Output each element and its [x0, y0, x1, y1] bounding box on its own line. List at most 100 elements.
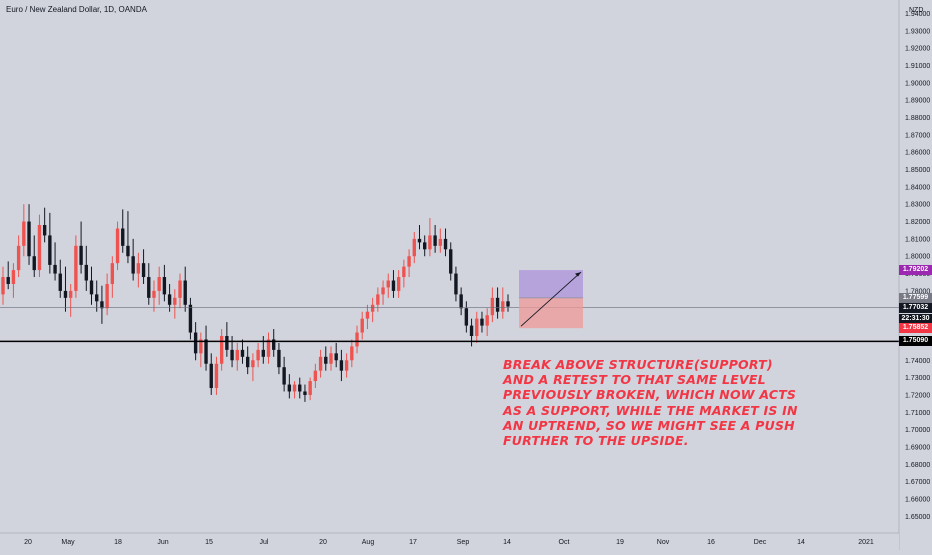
candle-body	[27, 221, 31, 257]
candle-body	[152, 290, 156, 298]
candle-body	[308, 381, 312, 395]
candle-body	[240, 349, 245, 357]
y-tick-label: 1.82000	[905, 219, 930, 226]
candle-body	[126, 245, 130, 257]
candle-body	[42, 225, 47, 236]
candle-body	[256, 349, 260, 361]
drawings[interactable]	[0, 270, 899, 343]
x-tick-label: Dec	[754, 539, 767, 546]
candle-body	[318, 356, 323, 371]
candle-body	[292, 384, 297, 392]
x-tick-label: 18	[114, 539, 122, 546]
price-tag-support: 1.75090	[899, 336, 932, 347]
y-tick-label: 1.66000	[905, 496, 930, 503]
candle-body	[443, 238, 448, 250]
x-tick-label: 19	[616, 539, 624, 546]
y-tick-label: 1.86000	[905, 150, 930, 157]
x-tick-label: 14	[503, 539, 511, 546]
candle-body	[344, 360, 349, 371]
x-tick-label: 20	[319, 539, 327, 546]
y-tick-label: 1.89000	[905, 98, 930, 105]
y-tick-label: 1.92000	[905, 46, 930, 53]
candle-body	[121, 228, 125, 246]
candle-body	[147, 277, 151, 298]
candle-body	[459, 294, 463, 309]
candle-body	[350, 346, 354, 361]
candle-body	[266, 339, 271, 357]
candle-body	[157, 277, 161, 291]
candle-body	[230, 349, 234, 361]
y-tick-label: 1.85000	[905, 167, 930, 174]
candle-body	[324, 356, 328, 364]
candle-body	[386, 280, 390, 288]
candle-body	[495, 297, 500, 312]
y-tick-label: 1.74000	[905, 358, 930, 365]
candle-body	[95, 294, 99, 302]
trend-arrow-line[interactable]	[520, 271, 582, 327]
candle-body	[131, 256, 135, 274]
candle-body	[16, 245, 21, 271]
candle-body	[173, 297, 177, 305]
candle-body	[506, 301, 510, 307]
candle-body	[501, 301, 505, 312]
price-tag-countdown: 22:31:30	[899, 313, 932, 324]
candle-body	[89, 280, 94, 295]
candle-body	[79, 245, 83, 265]
candle-body	[454, 273, 458, 295]
y-tick-label: 1.87000	[905, 132, 930, 139]
price-tag-entry: 1.77599	[899, 292, 932, 303]
candle-body	[193, 332, 198, 354]
candle-body	[365, 311, 370, 319]
candle-body	[100, 301, 104, 309]
x-tick-label: Oct	[559, 539, 570, 546]
candle-body	[339, 360, 344, 371]
time-axis-panel[interactable]	[0, 533, 899, 550]
y-tick-label: 1.90000	[905, 80, 930, 87]
time-axis[interactable]: 20 May 18 Jun 15 Jul 20 Aug 17 Sep 14 Oct 19 Nov 16 Dec…	[0, 532, 899, 550]
candle-body	[282, 367, 286, 385]
candle-body	[115, 228, 120, 264]
target-zone[interactable]	[519, 270, 583, 298]
candle-body	[110, 263, 115, 284]
trade-annotation-text[interactable]: BREAK ABOVE STRUCTURE(SUPPORT) AND A RET…	[503, 357, 798, 449]
candle-body	[449, 249, 453, 274]
candle-body	[464, 308, 469, 326]
candle-body	[53, 264, 57, 274]
candle-body	[32, 256, 36, 271]
x-tick-label: 14	[797, 539, 805, 546]
candle-body	[485, 315, 489, 326]
x-tick-label: Jul	[260, 539, 269, 546]
candle-body	[235, 349, 239, 361]
candle-body	[277, 349, 281, 368]
y-tick-label: 1.70000	[905, 427, 930, 434]
candle-body	[225, 335, 229, 350]
candle-body	[428, 235, 432, 250]
candle-body	[433, 235, 437, 246]
stop-zone[interactable]	[519, 297, 583, 329]
x-tick-label: 16	[707, 539, 715, 546]
candle-body	[303, 391, 307, 395]
candle-body	[412, 238, 416, 257]
candle-body	[475, 318, 479, 336]
candle-body	[417, 238, 422, 243]
y-tick-label: 1.93000	[905, 28, 930, 35]
candle-body	[381, 287, 385, 295]
candle-body	[37, 225, 42, 271]
candle-body	[1, 277, 5, 295]
candle-body	[376, 294, 380, 305]
x-tick-label: Aug	[362, 539, 375, 546]
y-tick-label: 1.67000	[905, 479, 930, 486]
candle-body	[396, 277, 401, 291]
price-tag-target: 1.79202	[899, 265, 932, 276]
candle-body	[329, 353, 333, 364]
candle-body	[199, 339, 203, 354]
candle-body	[178, 280, 182, 298]
y-tick-label: 1.88000	[905, 115, 930, 122]
x-tick-label: 15	[205, 539, 213, 546]
arrow-head-icon	[575, 272, 581, 277]
y-tick-label: 1.91000	[905, 63, 930, 70]
x-tick-label: Jun	[157, 539, 168, 546]
candle-body	[63, 290, 68, 298]
